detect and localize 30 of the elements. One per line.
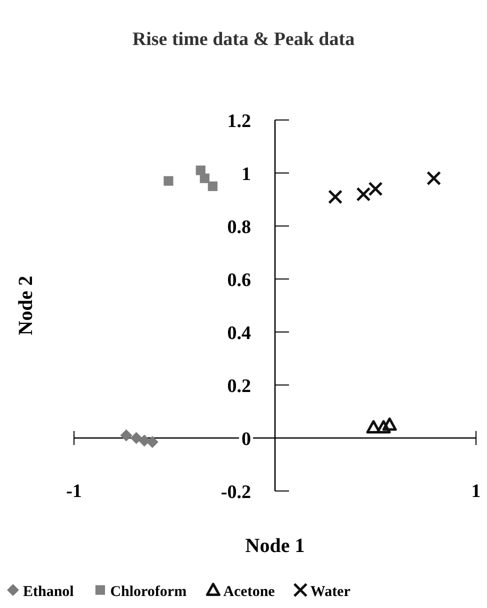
- point: [368, 182, 383, 196]
- y-tick-label: 0.6: [227, 270, 251, 291]
- y-tick-label: 0: [242, 429, 251, 450]
- point: [328, 190, 343, 204]
- point: [376, 420, 391, 434]
- y-axis-title: Node 2: [15, 276, 37, 336]
- chart-title: Rise time data & Peak data: [132, 29, 356, 50]
- point: [120, 429, 132, 442]
- point: [366, 420, 381, 434]
- point: [146, 436, 158, 448]
- x-tick-label: -1: [66, 481, 82, 502]
- point: [138, 434, 150, 447]
- point: [130, 432, 142, 444]
- point: [208, 181, 218, 192]
- y-tick-label: 0.2: [227, 376, 251, 397]
- x-axis-title: Node 1: [245, 535, 305, 557]
- y-tick-label: 1: [242, 164, 251, 185]
- y-tick-label: -0.2: [220, 482, 251, 503]
- y-tick-label: 1.2: [227, 111, 251, 132]
- y-tick-label: 0.4: [227, 323, 252, 344]
- legend-label: Ethanol: [23, 584, 74, 600]
- legend-label: Acetone: [223, 584, 276, 600]
- point: [382, 418, 397, 431]
- point: [164, 176, 174, 186]
- legend-label: Water: [310, 584, 351, 600]
- point: [426, 171, 442, 186]
- point: [356, 186, 371, 202]
- legend-label: Chloroform: [110, 584, 188, 600]
- point: [200, 174, 210, 184]
- y-tick-label: 0.8: [227, 217, 251, 238]
